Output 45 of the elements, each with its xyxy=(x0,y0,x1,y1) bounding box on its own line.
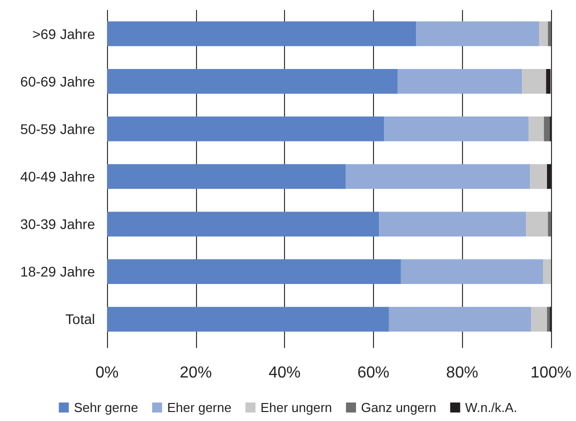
y-tick-label: Total xyxy=(65,311,95,328)
bar xyxy=(107,259,401,284)
legend-label: Eher ungern xyxy=(260,400,332,415)
y-tick-label: >69 Jahre xyxy=(32,26,96,42)
legend-label: W.n./k.A. xyxy=(465,400,518,415)
bar xyxy=(107,212,380,236)
bar xyxy=(384,116,529,142)
bar xyxy=(107,68,398,94)
bar xyxy=(107,306,389,332)
bar xyxy=(526,212,548,236)
y-tick-label: 30-39 Jahre xyxy=(20,216,96,232)
y-tick-label: 60-69 Jahre xyxy=(20,73,96,90)
y-tick-label: 18-29 Jahre xyxy=(20,264,96,280)
bar xyxy=(548,212,551,236)
legend-label: Ganz ungern xyxy=(361,400,436,415)
bar xyxy=(107,21,416,46)
x-tick-label: 20% xyxy=(180,364,212,382)
bar xyxy=(107,164,346,189)
bar xyxy=(543,259,551,284)
bar xyxy=(522,68,546,94)
bar xyxy=(379,212,526,236)
bar xyxy=(547,306,550,332)
bar xyxy=(539,21,548,46)
bar xyxy=(398,68,522,94)
bar xyxy=(388,306,532,332)
y-tick-label: 40-49 Jahre xyxy=(20,168,96,184)
x-tick-label: 40% xyxy=(268,364,301,382)
bar xyxy=(546,68,551,94)
bar xyxy=(416,21,540,46)
y-tick-label: 50-59 Jahre xyxy=(20,120,96,137)
x-tick-label: 60% xyxy=(357,364,390,382)
bar xyxy=(107,116,384,142)
bar xyxy=(531,306,548,332)
legend-label: Eher gerne xyxy=(167,400,232,415)
bar xyxy=(528,116,544,142)
bar xyxy=(530,164,548,189)
x-tick-label: 80% xyxy=(446,364,478,382)
x-tick-label: 0% xyxy=(95,364,119,382)
x-tick-label: 100% xyxy=(530,364,572,382)
bar xyxy=(547,164,551,189)
bar xyxy=(548,21,551,46)
bar xyxy=(346,164,530,189)
bar xyxy=(400,259,544,284)
bar xyxy=(544,116,550,142)
legend-label: Sehr gerne xyxy=(74,400,138,415)
